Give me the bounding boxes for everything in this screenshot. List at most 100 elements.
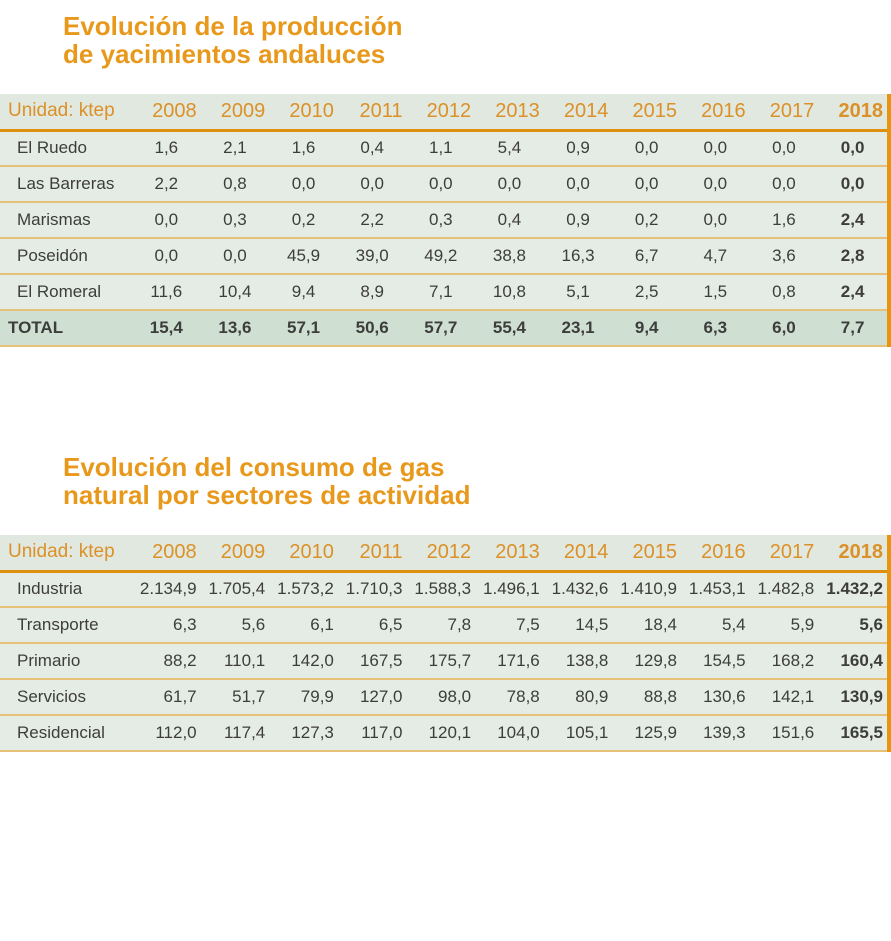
value-cell: 0,0 <box>612 166 681 203</box>
consumption-title-line1: Evolución del consumo de gas <box>63 452 445 482</box>
value-cell: 1.705,4 <box>200 571 270 608</box>
value-cell: 1.482,8 <box>749 571 819 608</box>
value-cell: 2,1 <box>200 130 270 167</box>
value-cell: 130,9 <box>818 679 887 716</box>
value-cell: 7,7 <box>818 310 887 347</box>
table-row: Marismas 0,0 0,3 0,2 2,2 0,3 0,4 0,9 0,2 0,0 1,6 2,… <box>0 202 887 239</box>
value-cell: 168,2 <box>749 643 819 680</box>
value-cell: 7,8 <box>406 607 476 644</box>
value-cell: 0,3 <box>200 202 270 239</box>
consumption-table-wrap: Unidad: ktep 2008 2009 2010 2011 2012 2013 2014… <box>0 535 891 752</box>
value-cell: 160,4 <box>818 643 887 680</box>
value-cell: 2,4 <box>818 274 887 311</box>
value-cell: 50,6 <box>337 310 407 347</box>
value-cell: 13,6 <box>200 310 270 347</box>
value-cell: 0,0 <box>612 130 681 167</box>
year-header: 2009 <box>200 94 270 132</box>
value-cell: 0,3 <box>406 202 476 239</box>
value-cell: 1,6 <box>749 202 819 239</box>
value-cell: 0,8 <box>749 274 819 311</box>
year-header: 2013 <box>475 94 544 132</box>
value-cell: 9,4 <box>612 310 681 347</box>
value-cell: 1.496,1 <box>475 571 544 608</box>
value-cell: 3,6 <box>749 238 819 275</box>
value-cell: 2.134,9 <box>132 571 201 608</box>
year-header: 2010 <box>269 535 338 573</box>
year-header: 2016 <box>681 94 750 132</box>
production-section: Evolución de la producción de yacimiento… <box>0 0 891 347</box>
value-cell: 130,6 <box>681 679 750 716</box>
production-title-line2: de yacimientos andaluces <box>63 39 386 69</box>
row-label: Las Barreras <box>0 166 132 203</box>
value-cell: 0,0 <box>132 202 201 239</box>
row-label: El Romeral <box>0 274 132 311</box>
table-row: Residencial 112,0 117,4 127,3 117,0 120,1 104,… <box>0 715 887 752</box>
value-cell: 0,0 <box>406 166 476 203</box>
value-cell: 1.573,2 <box>269 571 338 608</box>
value-cell: 4,7 <box>681 238 750 275</box>
value-cell: 0,9 <box>543 202 613 239</box>
year-header: 2011 <box>337 94 407 132</box>
consumption-title: Evolución del consumo de gas natural por… <box>63 453 891 509</box>
value-cell: 138,8 <box>543 643 613 680</box>
value-cell: 23,1 <box>543 310 613 347</box>
row-label: Marismas <box>0 202 132 239</box>
value-cell: 139,3 <box>681 715 750 752</box>
year-header: 2008 <box>132 94 201 132</box>
consumption-section: Evolución del consumo de gas natural por… <box>0 453 891 752</box>
row-label: Industria <box>0 571 132 608</box>
value-cell: 5,6 <box>200 607 270 644</box>
row-label: Residencial <box>0 715 132 752</box>
unit-label: Unidad: ktep <box>0 535 132 573</box>
year-header: 2015 <box>612 535 681 573</box>
value-cell: 167,5 <box>337 643 407 680</box>
value-cell: 0,0 <box>543 166 613 203</box>
value-cell: 6,5 <box>337 607 407 644</box>
table-row: El Romeral 11,6 10,4 9,4 8,9 7,1 10,8 5,1 2,5 1,5… <box>0 274 887 311</box>
value-cell: 14,5 <box>543 607 613 644</box>
row-label: Servicios <box>0 679 132 716</box>
year-header: 2014 <box>543 94 613 132</box>
data-table: Unidad: ktep 2008 2009 2010 2011 2012 2013 2014… <box>0 94 887 347</box>
row-label: Transporte <box>0 607 132 644</box>
table-row: Primario 88,2 110,1 142,0 167,5 175,7 171,6 138… <box>0 643 887 680</box>
value-cell: 11,6 <box>132 274 201 311</box>
value-cell: 80,9 <box>543 679 613 716</box>
value-cell: 154,5 <box>681 643 750 680</box>
value-cell: 98,0 <box>406 679 476 716</box>
value-cell: 0,0 <box>337 166 407 203</box>
value-cell: 175,7 <box>406 643 476 680</box>
consumption-title-line2: natural por sectores de actividad <box>63 480 471 510</box>
value-cell: 1.432,2 <box>818 571 887 608</box>
value-cell: 129,8 <box>612 643 681 680</box>
value-cell: 6,3 <box>681 310 750 347</box>
value-cell: 61,7 <box>132 679 201 716</box>
value-cell: 0,4 <box>475 202 544 239</box>
production-table-wrap: Unidad: ktep 2008 2009 2010 2011 2012 2013 2014… <box>0 94 891 347</box>
value-cell: 1.410,9 <box>612 571 681 608</box>
value-cell: 112,0 <box>132 715 201 752</box>
value-cell: 1,6 <box>132 130 201 167</box>
value-cell: 15,4 <box>132 310 201 347</box>
value-cell: 0,0 <box>749 130 819 167</box>
year-header: 2017 <box>749 94 819 132</box>
value-cell: 2,5 <box>612 274 681 311</box>
value-cell: 49,2 <box>406 238 476 275</box>
value-cell: 165,5 <box>818 715 887 752</box>
value-cell: 0,0 <box>681 130 750 167</box>
value-cell: 0,0 <box>475 166 544 203</box>
year-header: 2012 <box>406 94 476 132</box>
value-cell: 8,9 <box>337 274 407 311</box>
value-cell: 117,0 <box>337 715 407 752</box>
value-cell: 16,3 <box>543 238 613 275</box>
value-cell: 127,3 <box>269 715 338 752</box>
value-cell: 5,1 <box>543 274 613 311</box>
row-label: El Ruedo <box>0 130 132 167</box>
value-cell: 105,1 <box>543 715 613 752</box>
unit-label: Unidad: ktep <box>0 94 132 132</box>
value-cell: 142,0 <box>269 643 338 680</box>
value-cell: 2,8 <box>818 238 887 275</box>
value-cell: 2,2 <box>337 202 407 239</box>
value-cell: 5,6 <box>818 607 887 644</box>
value-cell: 88,2 <box>132 643 201 680</box>
